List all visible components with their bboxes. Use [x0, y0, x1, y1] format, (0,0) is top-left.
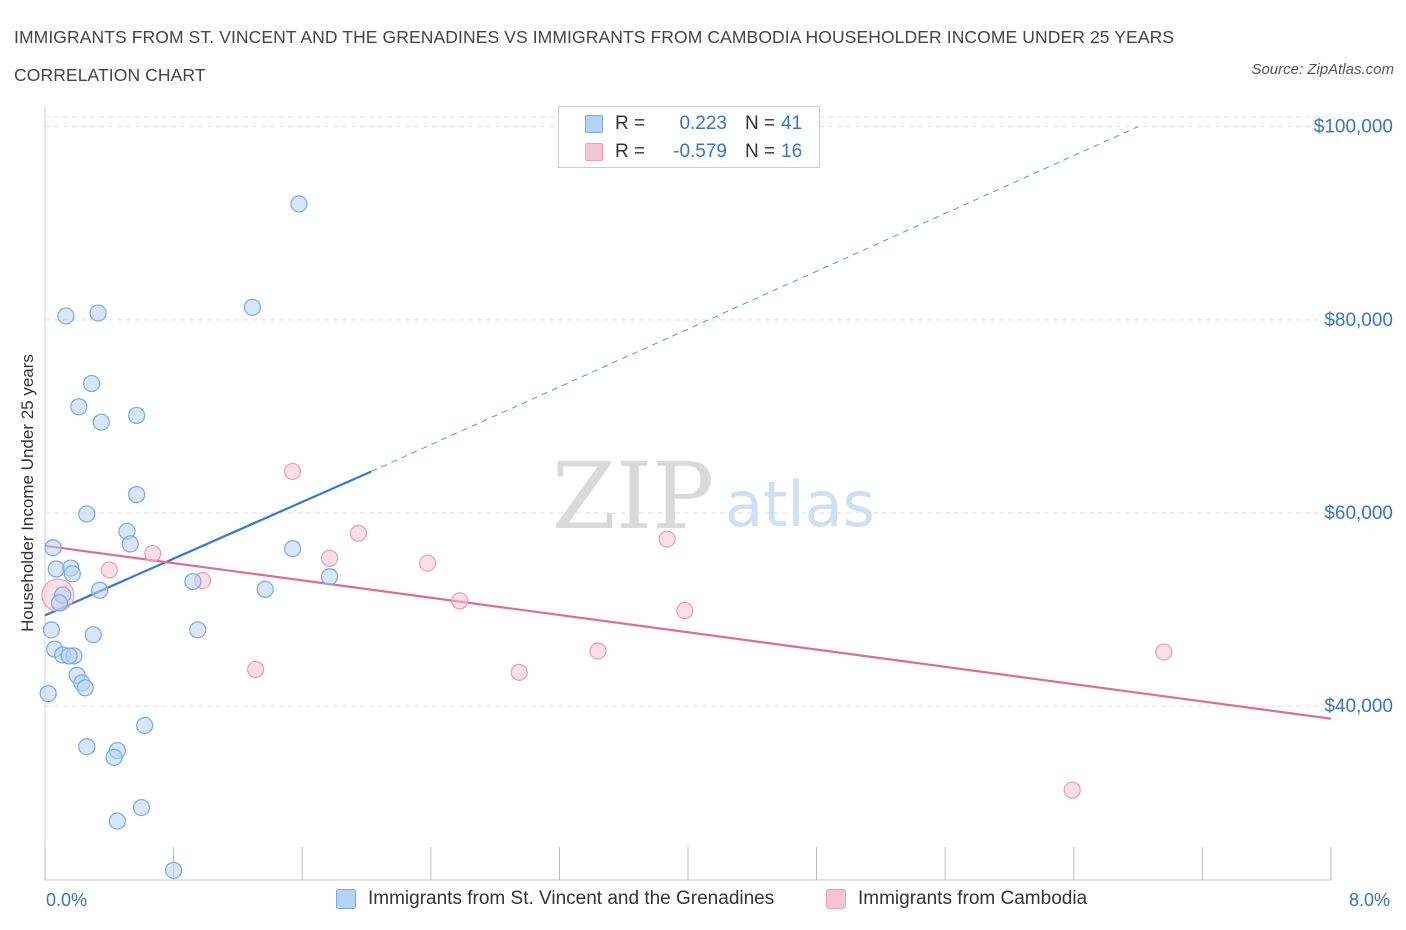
point-st-vincent: [128, 486, 146, 504]
point-cambodia: [676, 601, 694, 620]
point-st-vincent: [105, 748, 123, 766]
r-label: R =: [615, 113, 646, 134]
n-label: N =: [745, 113, 776, 134]
point-cambodia: [144, 544, 162, 563]
n-label: N =: [745, 141, 776, 162]
point-st-vincent: [243, 298, 261, 316]
point-st-vincent: [256, 580, 274, 598]
legend-label: Immigrants from Cambodia: [858, 888, 1088, 909]
point-st-vincent: [44, 539, 62, 557]
point-cambodia: [349, 524, 368, 542]
trend-extension-st-vincent: [371, 126, 1139, 472]
y-axis-label: Householder Income Under 25 years: [18, 354, 37, 632]
y-tick-label: $100,000: [1314, 117, 1393, 138]
watermark: ZIP atlas: [552, 443, 875, 550]
point-cambodia: [418, 554, 437, 572]
point-cambodia: [1155, 643, 1173, 661]
point-st-vincent: [128, 406, 146, 425]
legend-swatch-blue: [585, 115, 603, 133]
point-st-vincent: [47, 560, 65, 578]
point-st-vincent: [136, 716, 154, 735]
point-st-vincent: [184, 572, 202, 591]
series-legend: Immigrants from St. Vincent and the Gren…: [0, 888, 1406, 916]
point-st-vincent: [50, 594, 69, 612]
point-st-vincent: [132, 798, 151, 817]
r-value: -0.579: [673, 141, 727, 162]
point-cambodia: [320, 549, 339, 567]
point-st-vincent: [39, 684, 57, 703]
point-st-vincent: [84, 626, 102, 644]
point-cambodia: [100, 561, 118, 579]
legend-swatch-pink: [826, 889, 846, 909]
point-cambodia: [246, 660, 265, 679]
legend-row-cambodia: R = -0.579 N = 16: [585, 140, 802, 164]
source-label: Source: ZipAtlas.com: [1251, 61, 1394, 78]
y-tick-labels: $40,000 $60,000 $80,000 $100,000: [1314, 117, 1393, 717]
point-cambodia: [658, 530, 676, 548]
n-value: 41: [781, 113, 803, 134]
correlation-legend: R = 0.223 N = 41 R = -0.579 N = 16: [558, 106, 820, 168]
n-value: 16: [781, 141, 803, 162]
point-st-vincent: [78, 505, 96, 523]
point-cambodia: [589, 642, 607, 660]
watermark-atlas: atlas: [725, 468, 875, 541]
legend-item-st-vincent[interactable]: Immigrants from St. Vincent and the Gren…: [336, 888, 774, 910]
point-st-vincent: [89, 304, 107, 322]
point-cambodia: [283, 462, 302, 481]
point-st-vincent: [60, 647, 78, 665]
point-st-vincent: [189, 621, 207, 639]
watermark-zip: ZIP: [552, 443, 714, 550]
point-st-vincent: [78, 738, 96, 756]
point-st-vincent: [165, 861, 183, 879]
point-st-vincent: [76, 679, 94, 697]
r-label: R =: [615, 141, 646, 162]
trend-line-cambodia: [44, 544, 1332, 720]
chart-title: IMMIGRANTS FROM ST. VINCENT AND THE GREN…: [14, 27, 1175, 85]
trend-lines: [44, 126, 1332, 720]
legend-swatch-blue: [336, 889, 356, 909]
point-st-vincent: [108, 812, 126, 830]
point-st-vincent: [42, 621, 61, 639]
axes: [44, 107, 1332, 881]
point-st-vincent: [83, 374, 101, 393]
y-tick-label: $60,000: [1324, 503, 1393, 524]
point-st-vincent: [57, 307, 75, 325]
point-st-vincent: [70, 398, 88, 416]
point-cambodia: [510, 663, 528, 681]
legend-swatch-pink: [585, 143, 603, 161]
legend-row-st-vincent: R = 0.223 N = 41: [585, 112, 802, 136]
point-cambodia: [451, 592, 469, 610]
legend-item-cambodia[interactable]: Immigrants from Cambodia: [826, 888, 1087, 910]
point-st-vincent: [320, 568, 339, 586]
point-st-vincent: [92, 413, 110, 431]
x-tick-max: 8.0%: [1349, 890, 1391, 910]
point-st-vincent: [91, 581, 109, 599]
data-points: [39, 195, 1173, 879]
point-st-vincent: [121, 535, 139, 553]
point-st-vincent: [63, 565, 81, 583]
r-value: 0.223: [679, 113, 727, 134]
y-tick-label: $80,000: [1324, 310, 1393, 331]
point-st-vincent: [283, 540, 302, 558]
legend-label: Immigrants from St. Vincent and the Gren…: [368, 888, 775, 909]
x-tick-min: 0.0%: [46, 890, 88, 910]
point-st-vincent: [290, 195, 308, 213]
point-cambodia: [1063, 781, 1081, 799]
y-tick-label: $40,000: [1324, 696, 1393, 717]
